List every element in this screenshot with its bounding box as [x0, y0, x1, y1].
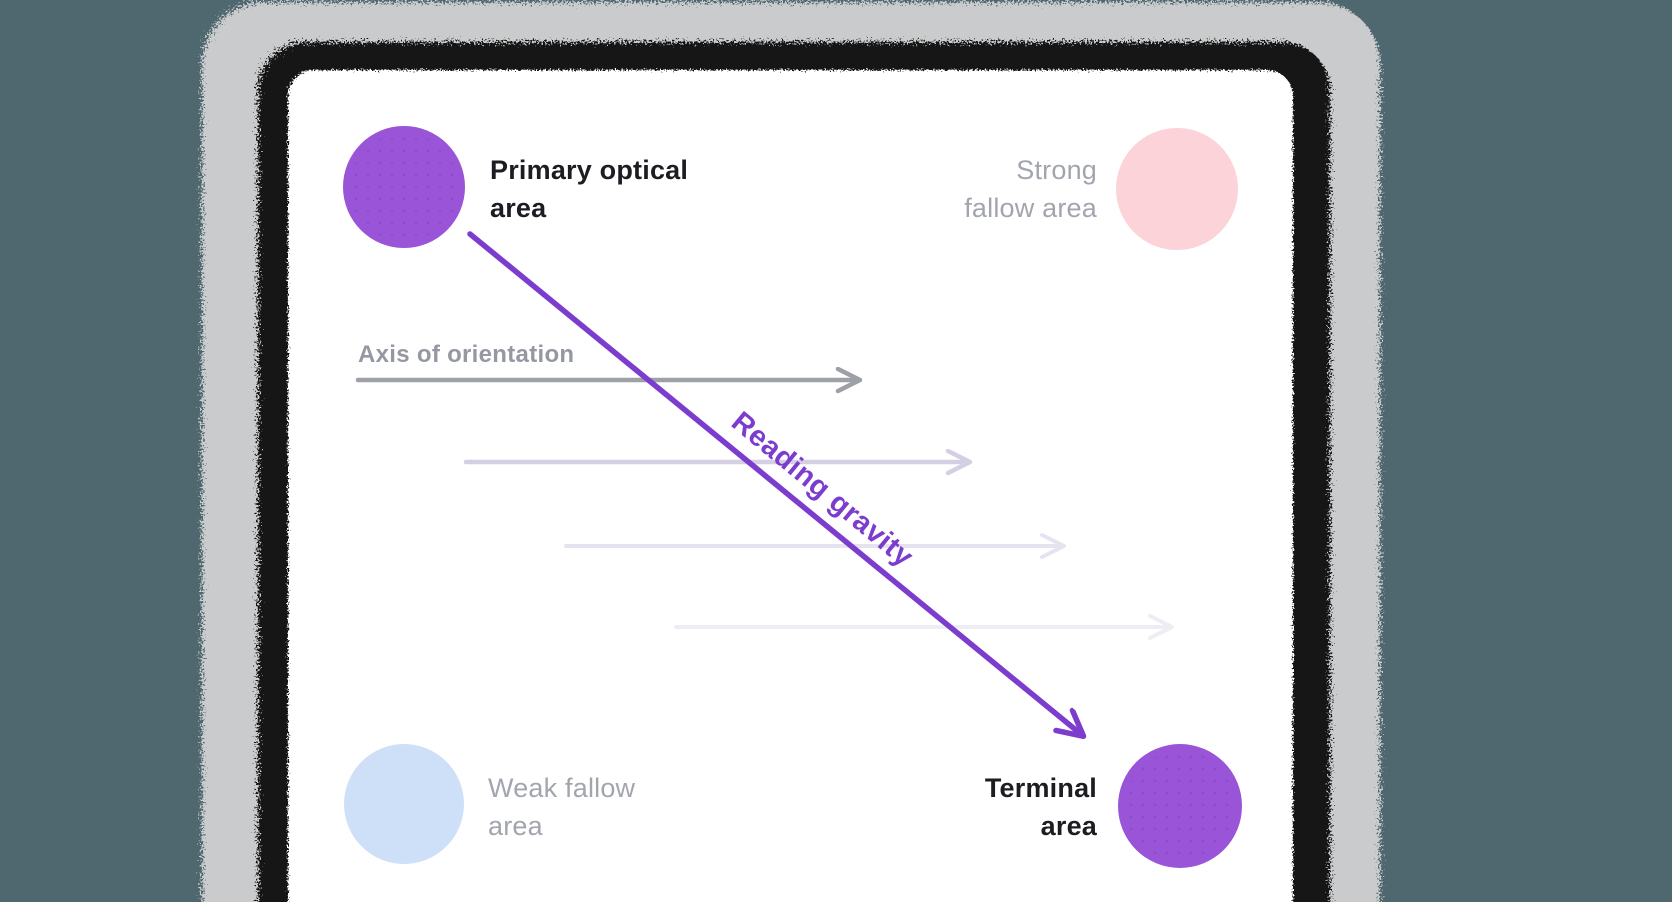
strong-fallow-area-label: Strong fallow area — [964, 151, 1097, 227]
label-line: Primary optical — [490, 155, 689, 185]
label-line: fallow area — [964, 193, 1097, 223]
terminal-area-circle — [1118, 744, 1242, 868]
terminal-area-label: Terminal area — [985, 769, 1097, 845]
label-line: area — [488, 811, 543, 841]
diagram-card — [288, 70, 1293, 902]
axis-of-orientation-label: Axis of orientation — [358, 341, 575, 368]
label-line: Strong — [1016, 155, 1097, 185]
weak-fallow-area-label: Weak fallow area — [488, 769, 635, 845]
primary-optical-area-label: Primary optical area — [490, 151, 688, 227]
reading-gravity-arrow-icon — [467, 231, 1082, 735]
primary-optical-area-circle — [343, 126, 465, 248]
weak-fallow-area-circle — [344, 744, 464, 864]
label-line: Weak fallow — [488, 773, 636, 803]
label-line: Terminal — [984, 773, 1097, 803]
label-line: area — [490, 193, 547, 223]
label-line: area — [1040, 811, 1097, 841]
strong-fallow-area-circle — [1116, 128, 1238, 250]
